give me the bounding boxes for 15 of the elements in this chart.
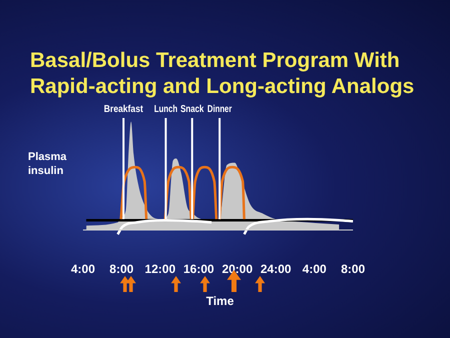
x-tick-label: 16:00 bbox=[183, 262, 214, 276]
ref-line-label: Breakfast bbox=[104, 103, 144, 114]
x-tick-label: 8:00 bbox=[340, 262, 366, 276]
x-tick-label: 20:00 bbox=[222, 262, 253, 276]
x-tick-label: 24:00 bbox=[260, 262, 292, 276]
x-tick-label: 4:00 bbox=[302, 262, 327, 276]
y-axis-title: Plasma insulin bbox=[28, 150, 68, 178]
chart-title: Basal/Bolus Treatment Program With Rapid-acting and Long-acting Analogs bbox=[30, 48, 416, 100]
ref-line-label: Dinner bbox=[207, 102, 232, 114]
x-tick-label: 8:00 bbox=[110, 262, 134, 276]
x-tick-label: 12:00 bbox=[144, 262, 176, 276]
x-axis-title: Time bbox=[205, 294, 235, 308]
x-tick-label: 4:00 bbox=[70, 262, 96, 276]
ref-line-label: Snack bbox=[180, 102, 205, 114]
ref-line-label: Lunch bbox=[154, 102, 178, 114]
